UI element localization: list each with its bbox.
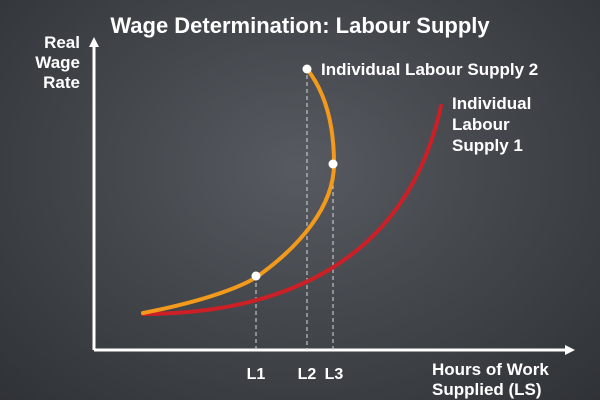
supply-1-label-line-2: Labour bbox=[452, 115, 510, 134]
tick-label-l1: L1 bbox=[247, 366, 266, 383]
y-axis-label-line-3: Rate bbox=[43, 73, 80, 92]
x-axis-label-line-1: Hours of Work bbox=[432, 360, 549, 379]
tick-label-l3: L3 bbox=[325, 366, 344, 383]
supply-2-label: Individual Labour Supply 2 bbox=[321, 60, 538, 79]
individual-labour-supply-2-curve bbox=[141, 67, 337, 315]
point-l3-marker bbox=[328, 159, 338, 169]
point-l1-marker bbox=[251, 271, 261, 281]
y-axis-label-line-2: Wage bbox=[35, 53, 80, 72]
supply-1-label-line-3: Supply 1 bbox=[452, 136, 523, 155]
tick-label-l2: L2 bbox=[298, 366, 317, 383]
x-axis-label-line-2: Supplied (LS) bbox=[432, 380, 542, 399]
supply-1-label-line-1: Individual bbox=[452, 94, 531, 113]
y-axis-label-line-1: Real bbox=[44, 33, 80, 52]
individual-labour-supply-1-curve bbox=[141, 104, 443, 316]
diagram-title: Wage Determination: Labour Supply bbox=[110, 13, 490, 38]
point-l2-marker bbox=[302, 64, 312, 74]
